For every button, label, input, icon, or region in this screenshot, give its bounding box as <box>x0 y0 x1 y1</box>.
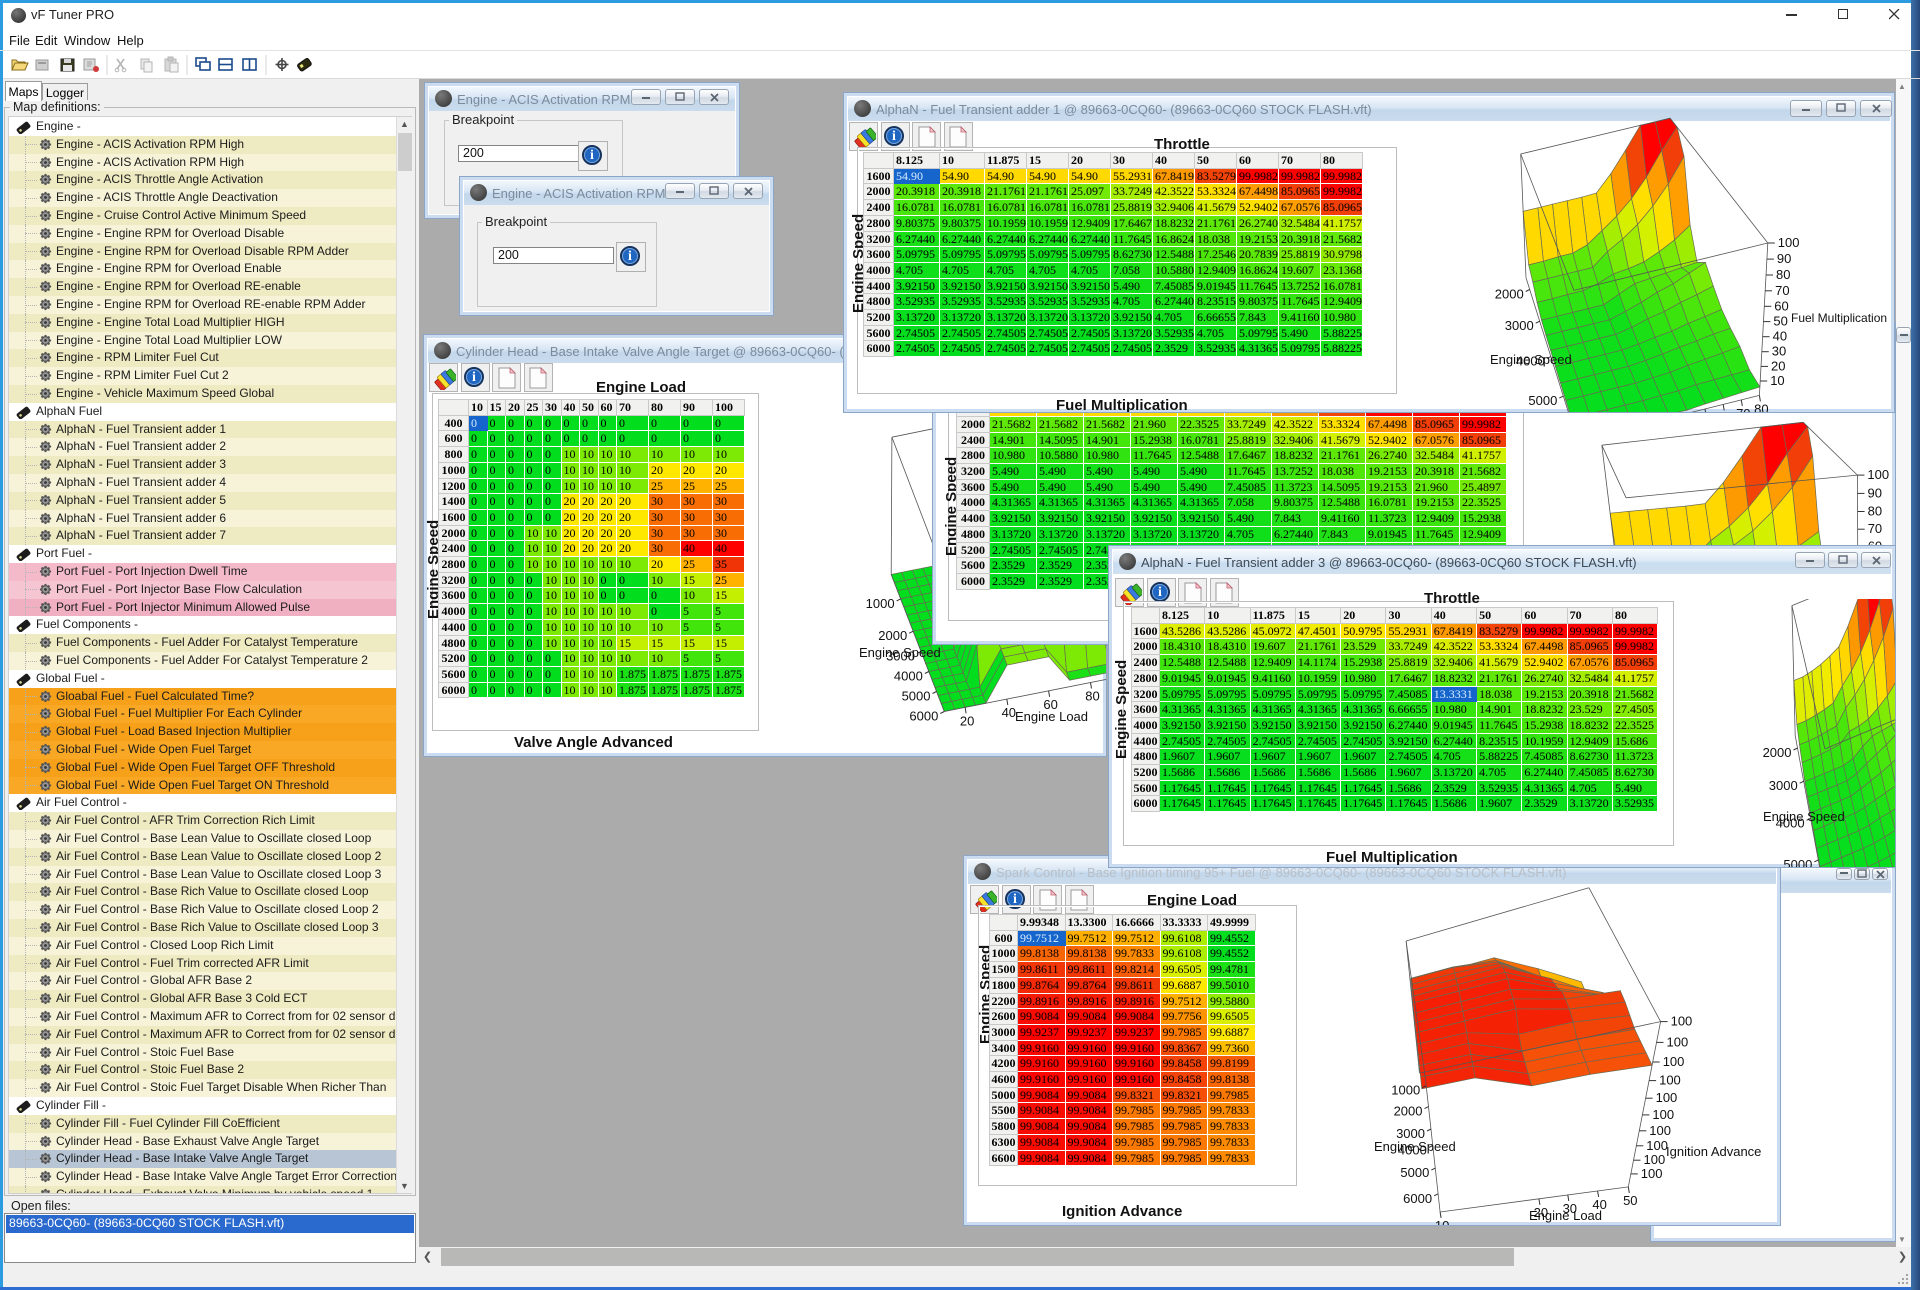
svg-text:90: 90 <box>1777 251 1791 266</box>
svg-text:100: 100 <box>1667 1034 1689 1049</box>
svg-text:90: 90 <box>1868 485 1882 500</box>
svg-text:100: 100 <box>1652 1107 1674 1122</box>
svg-text:100: 100 <box>1671 1014 1693 1029</box>
svg-text:20: 20 <box>960 713 974 728</box>
svg-text:40: 40 <box>1002 705 1016 720</box>
svg-text:3000: 3000 <box>886 648 915 663</box>
svg-text:10: 10 <box>1770 373 1784 388</box>
svg-text:60: 60 <box>1718 410 1732 413</box>
svg-text:3000: 3000 <box>1396 1126 1425 1141</box>
svg-text:100: 100 <box>1659 1073 1681 1088</box>
svg-text:80: 80 <box>1754 401 1768 413</box>
svg-text:Engine Load: Engine Load <box>1015 709 1088 724</box>
svg-text:4000: 4000 <box>1516 354 1545 369</box>
svg-text:Fuel Multiplication: Fuel Multiplication <box>1791 311 1887 325</box>
svg-text:60: 60 <box>1043 697 1057 712</box>
svg-text:30: 30 <box>1563 1201 1577 1216</box>
svg-text:3000: 3000 <box>1505 318 1534 333</box>
svg-text:i: i <box>472 370 476 385</box>
svg-text:i: i <box>1013 892 1017 907</box>
svg-text:i: i <box>628 249 632 264</box>
svg-text:80: 80 <box>1776 267 1790 282</box>
svg-text:50: 50 <box>1623 1193 1637 1208</box>
svg-text:Engine Speed: Engine Speed <box>1374 1139 1456 1154</box>
svg-text:100: 100 <box>1778 235 1800 250</box>
svg-text:40: 40 <box>1592 1197 1606 1212</box>
svg-text:100: 100 <box>1867 467 1889 482</box>
svg-text:100: 100 <box>1644 1152 1666 1167</box>
svg-text:100: 100 <box>1656 1090 1678 1105</box>
svg-text:Engine Speed: Engine Speed <box>1763 809 1845 824</box>
svg-text:70: 70 <box>1868 521 1882 536</box>
svg-text:60: 60 <box>1774 298 1788 313</box>
svg-text:5000: 5000 <box>902 689 931 704</box>
svg-text:80: 80 <box>1868 504 1882 519</box>
svg-text:100: 100 <box>1649 1123 1671 1138</box>
svg-text:100: 100 <box>1646 1138 1668 1153</box>
svg-text:30: 30 <box>1772 344 1786 359</box>
svg-text:6000: 6000 <box>1403 1191 1432 1206</box>
svg-text:70: 70 <box>1736 406 1750 413</box>
svg-text:4000: 4000 <box>1776 815 1805 830</box>
svg-text:80: 80 <box>1085 689 1099 704</box>
svg-text:6000: 6000 <box>909 709 938 724</box>
svg-text:i: i <box>892 129 896 144</box>
svg-text:3000: 3000 <box>1769 778 1798 793</box>
svg-text:Engine Speed: Engine Speed <box>859 645 941 660</box>
svg-text:1000: 1000 <box>1391 1083 1420 1098</box>
svg-text:2000: 2000 <box>1763 745 1792 760</box>
svg-text:10: 10 <box>1435 1218 1449 1225</box>
svg-text:5000: 5000 <box>1528 393 1557 408</box>
svg-text:20: 20 <box>1534 1205 1548 1220</box>
svg-text:5000: 5000 <box>1783 857 1812 867</box>
svg-text:5000: 5000 <box>1400 1165 1429 1180</box>
svg-text:50: 50 <box>1773 314 1787 329</box>
svg-text:20: 20 <box>1771 358 1785 373</box>
svg-text:100: 100 <box>1663 1054 1685 1069</box>
svg-text:i: i <box>590 148 594 163</box>
svg-text:70: 70 <box>1775 283 1789 298</box>
svg-text:100: 100 <box>1641 1166 1663 1181</box>
svg-text:Engine Load: Engine Load <box>1529 1208 1602 1223</box>
svg-text:40: 40 <box>1773 329 1787 344</box>
svg-text:Ignition Advance: Ignition Advance <box>1666 1144 1761 1159</box>
svg-text:2000: 2000 <box>1495 287 1524 302</box>
svg-text:2000: 2000 <box>1394 1104 1423 1119</box>
svg-text:Engine Speed: Engine Speed <box>1490 352 1572 367</box>
svg-text:i: i <box>1158 585 1162 600</box>
svg-text:4000: 4000 <box>1398 1143 1427 1158</box>
svg-text:4000: 4000 <box>894 669 923 684</box>
svg-text:1000: 1000 <box>866 596 895 611</box>
svg-text:2000: 2000 <box>878 628 907 643</box>
